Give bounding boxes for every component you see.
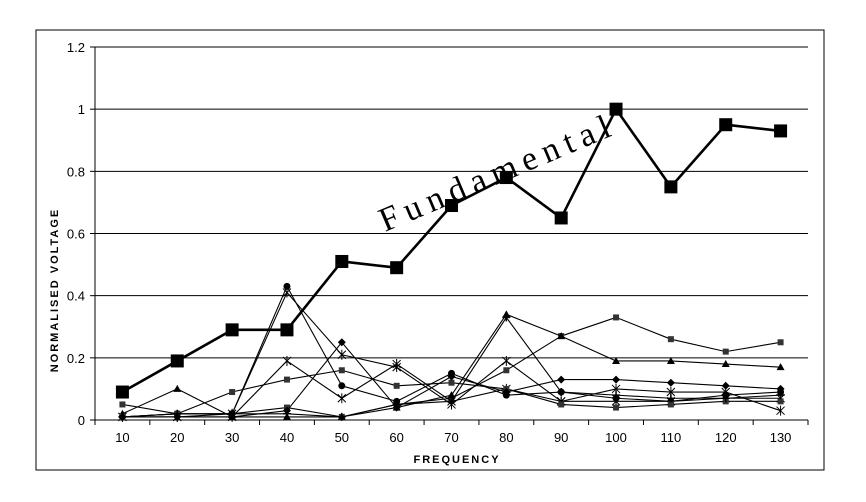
series-2-point-12 xyxy=(776,363,785,371)
series-6-point-12 xyxy=(777,398,784,405)
series-0-point-3 xyxy=(280,323,294,337)
x-tick-label-2: 30 xyxy=(225,430,239,445)
series-0-point-2 xyxy=(225,323,239,337)
series-7-point-7 xyxy=(502,388,511,397)
series-2-point-10 xyxy=(666,356,675,364)
chart-frame xyxy=(35,29,825,471)
series-6-point-10 xyxy=(667,401,674,408)
series-5-point-4 xyxy=(337,393,347,404)
y-tick-label-2: 0.4 xyxy=(67,289,85,304)
series-7-point-12 xyxy=(776,384,785,393)
y-tick-label-1: 0.2 xyxy=(67,351,85,366)
x-tick-label-0: 10 xyxy=(115,430,129,445)
series-7-point-9 xyxy=(612,375,621,384)
y-tick-label-4: 0.8 xyxy=(67,164,85,179)
series-8-point-11 xyxy=(721,394,730,403)
series-0-point-6 xyxy=(445,199,458,213)
series-2-point-8 xyxy=(557,332,566,340)
y-tick-labels: 0 0.2 0.4 0.6 0.8 1 1.2 xyxy=(67,40,85,428)
series-8-point-8 xyxy=(557,388,566,397)
series-6-point-4 xyxy=(338,367,345,374)
series-1-point-7 xyxy=(503,367,510,374)
x-tick-labels: 10 20 30 40 50 60 70 80 90 100 110 120 130 xyxy=(115,430,791,445)
x-tick-label-6: 70 xyxy=(444,430,458,445)
x-axis-label: FREQUENCY xyxy=(413,454,500,466)
x-tick-label-4: 50 xyxy=(335,430,349,445)
x-tick-label-1: 20 xyxy=(170,430,184,445)
series-0-point-8 xyxy=(554,211,568,225)
series-8-point-6 xyxy=(447,397,456,406)
series-6-point-9 xyxy=(613,404,620,411)
series-8-point-7 xyxy=(502,313,511,322)
y-tick-label-3: 0.6 xyxy=(67,227,85,242)
series-4-point-3 xyxy=(282,287,292,298)
series-3-point-3 xyxy=(283,282,291,290)
series-0-point-9 xyxy=(609,102,623,116)
series-5 xyxy=(118,355,785,422)
series-7-point-4 xyxy=(337,338,346,347)
gridlines xyxy=(95,46,808,359)
series-7-point-11 xyxy=(721,381,730,390)
series-8-point-5 xyxy=(392,400,401,409)
y-tick-label-6: 1.2 xyxy=(67,40,85,55)
series-4-point-4 xyxy=(337,349,347,360)
series-8-point-0 xyxy=(118,412,127,421)
axes xyxy=(90,46,809,425)
series-0-point-4 xyxy=(335,254,349,268)
y-tick-label-5: 1 xyxy=(78,102,85,117)
series-6-point-5 xyxy=(393,382,400,389)
series-0-line xyxy=(121,107,781,394)
series-1-point-9 xyxy=(613,314,620,321)
x-tick-label-5: 60 xyxy=(389,430,403,445)
series-7-point-6 xyxy=(447,372,456,381)
series-5-point-5 xyxy=(392,359,402,370)
series-6-point-8 xyxy=(558,401,565,408)
series-8-point-12 xyxy=(776,391,785,400)
series-8-point-4 xyxy=(337,412,346,421)
series-8-point-9 xyxy=(612,391,621,400)
series-8-point-3 xyxy=(282,409,291,418)
series-3-point-4 xyxy=(338,382,346,390)
x-tick-label-8: 90 xyxy=(554,430,568,445)
data-series xyxy=(115,102,788,422)
series-0-point-10 xyxy=(664,180,678,194)
x-tick-label-12: 130 xyxy=(770,430,792,445)
series-8 xyxy=(118,313,785,421)
series-4-point-12 xyxy=(776,405,785,416)
x-tick-label-10: 110 xyxy=(661,430,682,445)
series-0-point-12 xyxy=(774,124,788,138)
x-tick-label-11: 120 xyxy=(715,430,737,445)
series-2-point-6 xyxy=(447,391,456,399)
x-tick-label-9: 100 xyxy=(605,430,627,445)
series-0 xyxy=(115,102,788,399)
series-0-point-5 xyxy=(390,261,404,275)
series-2-point-1 xyxy=(173,384,182,392)
series-0-point-7 xyxy=(499,171,513,185)
y-axis-label: NORMALISED VOLTAGE xyxy=(49,208,61,373)
series-6-point-3 xyxy=(283,376,290,383)
series-6-point-2 xyxy=(229,389,236,396)
series-7-point-10 xyxy=(666,378,675,387)
series-6-point-6 xyxy=(448,379,455,386)
series-1-point-10 xyxy=(667,336,674,343)
x-tick-label-3: 40 xyxy=(280,430,294,445)
x-tick-label-7: 80 xyxy=(499,430,513,445)
series-5-point-3 xyxy=(282,355,292,366)
series-0-point-11 xyxy=(719,118,733,132)
series-2-point-11 xyxy=(721,360,730,368)
series-0-point-1 xyxy=(170,354,184,368)
series-2-point-9 xyxy=(612,356,621,364)
series-1-point-0 xyxy=(119,401,126,408)
series-0-point-0 xyxy=(115,385,129,399)
series-4-point-7 xyxy=(501,355,511,366)
series-8-point-2 xyxy=(228,409,237,418)
series-8-point-10 xyxy=(666,394,675,403)
y-tick-label-0: 0 xyxy=(78,413,85,428)
series-1-point-11 xyxy=(722,348,729,355)
series-8-point-1 xyxy=(173,409,182,418)
series-1-point-12 xyxy=(777,339,784,346)
series-7-point-8 xyxy=(557,375,566,384)
